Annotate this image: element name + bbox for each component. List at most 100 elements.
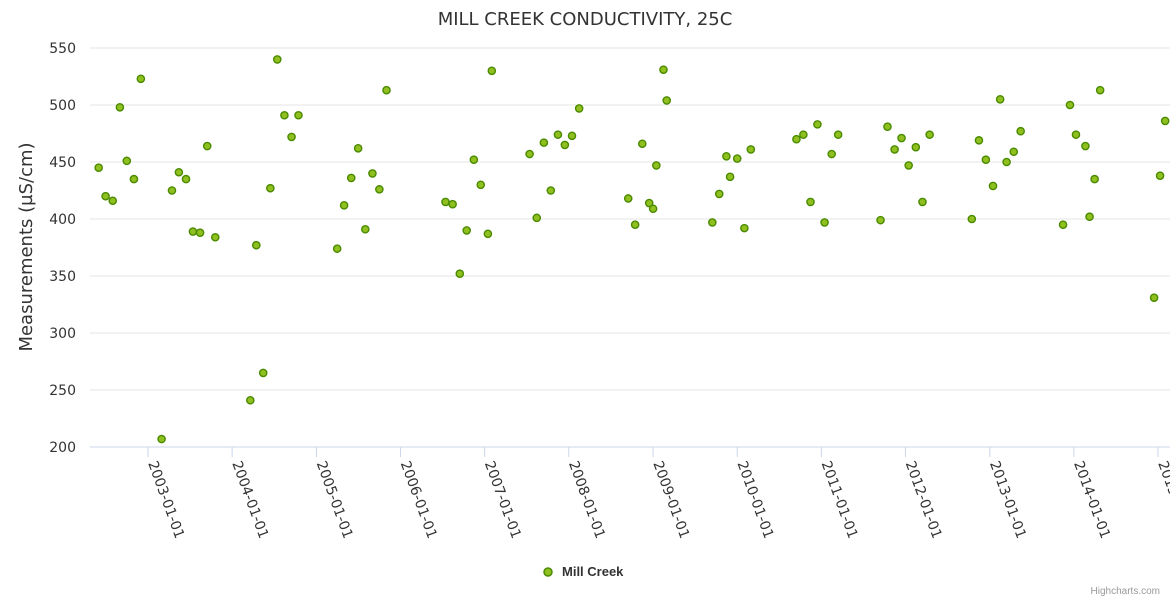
data-point[interactable] [346,173,356,183]
data-point[interactable] [115,102,125,112]
data-point[interactable] [280,110,289,120]
data-point[interactable] [167,186,177,195]
y-tick-label: 500 [49,98,76,114]
data-point[interactable] [157,434,166,444]
data-point[interactable] [339,201,349,210]
data-point[interactable] [553,130,563,139]
data-point[interactable] [487,66,497,76]
data-point[interactable] [567,131,577,141]
data-point[interactable] [1065,100,1075,110]
data-point[interactable] [1090,174,1099,184]
data-point[interactable] [287,132,296,142]
data-point[interactable] [897,133,906,143]
data-point[interactable] [981,155,991,165]
data-point[interactable] [722,151,731,161]
data-point[interactable] [469,155,479,165]
data-point[interactable] [662,96,672,105]
data-point[interactable] [644,198,654,208]
data-point[interactable] [637,139,647,149]
data-point[interactable] [202,141,212,151]
data-point[interactable] [483,229,493,239]
data-point[interactable] [375,185,384,194]
data-point[interactable] [101,191,110,201]
data-point[interactable] [1002,157,1011,167]
data-point[interactable] [266,183,275,193]
data-point[interactable] [574,104,584,113]
data-point[interactable] [820,218,829,227]
data-point[interactable] [129,174,139,184]
data-point[interactable] [195,228,205,237]
data-point[interactable] [441,197,450,207]
data-point[interactable] [648,204,658,214]
data-point[interactable] [1081,141,1090,151]
data-point[interactable] [1095,85,1105,95]
legend-item-mill-creek[interactable]: Mill Creek [543,564,624,579]
data-point[interactable] [136,74,146,84]
data-point[interactable] [246,395,255,405]
data-point[interactable] [448,199,457,209]
data-point[interactable] [462,226,471,235]
data-point[interactable] [652,161,661,170]
data-point[interactable] [1149,293,1159,302]
data-point[interactable] [732,154,742,163]
data-point[interactable] [792,134,801,144]
data-point[interactable] [181,174,191,184]
data-point[interactable] [813,120,822,129]
data-point[interactable] [974,136,984,145]
data-point[interactable] [122,156,132,166]
data-point[interactable] [210,232,220,242]
data-point[interactable] [258,368,268,378]
data-point[interactable] [746,145,756,154]
data-point[interactable] [382,85,391,95]
data-point[interactable] [368,169,377,178]
data-point[interactable] [1058,220,1068,229]
data-point[interactable] [332,244,342,253]
data-point[interactable] [708,218,717,227]
data-point[interactable] [911,142,921,152]
data-point[interactable] [833,130,843,139]
data-point[interactable] [714,189,724,199]
data-point[interactable] [455,269,465,279]
data-point[interactable] [806,197,815,207]
data-point[interactable] [94,163,103,172]
data-point[interactable] [353,144,363,153]
data-point[interactable] [294,110,303,120]
data-point[interactable] [799,130,808,139]
data-point[interactable] [532,213,542,223]
data-point[interactable] [1155,171,1165,180]
data-point[interactable] [361,224,370,234]
data-point[interactable] [174,167,184,177]
data-point[interactable] [188,227,198,236]
data-point[interactable] [1016,126,1025,136]
chart-title: MILL CREEK CONDUCTIVITY, 25C [438,9,733,30]
data-point[interactable] [108,196,118,206]
data-point[interactable] [1160,116,1170,126]
data-point[interactable] [1085,212,1094,222]
data-point[interactable] [560,140,570,150]
data-point[interactable] [883,122,892,131]
data-point[interactable] [876,215,885,225]
data-point[interactable] [525,149,534,159]
data-point[interactable] [918,197,927,207]
data-point[interactable] [995,95,1005,104]
data-point[interactable] [740,223,749,233]
data-point[interactable] [988,181,998,191]
data-point[interactable] [272,55,282,64]
data-point[interactable] [1009,147,1019,157]
data-point[interactable] [476,180,486,190]
data-point[interactable] [1071,130,1081,139]
data-point[interactable] [252,240,261,250]
data-point[interactable] [546,186,556,195]
data-point[interactable] [659,65,668,74]
data-point[interactable] [725,172,735,182]
data-point[interactable] [925,130,934,139]
data-point[interactable] [827,149,837,159]
plot-area[interactable] [94,55,1170,444]
data-point[interactable] [890,145,899,154]
data-point[interactable] [630,220,640,229]
credits-link[interactable]: Highcharts.com [1091,586,1160,597]
data-point[interactable] [967,214,977,224]
data-point[interactable] [623,194,633,203]
data-point[interactable] [539,138,549,147]
data-point[interactable] [904,161,913,170]
